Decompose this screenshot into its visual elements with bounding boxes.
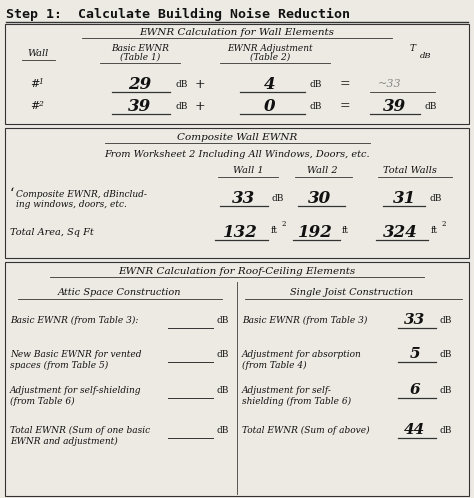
Text: 39: 39: [383, 98, 407, 115]
Text: dB: dB: [430, 194, 442, 203]
Text: (from Table 6): (from Table 6): [10, 396, 74, 405]
Text: Composite Wall EWNR: Composite Wall EWNR: [177, 132, 297, 141]
Text: 2: 2: [38, 100, 43, 108]
Text: Basic EWNR: Basic EWNR: [111, 43, 169, 52]
Text: Adjustment for absorption: Adjustment for absorption: [242, 350, 362, 359]
Text: shielding (from Table 6): shielding (from Table 6): [242, 396, 351, 405]
Text: +: +: [195, 78, 205, 91]
Text: 44: 44: [404, 423, 426, 437]
Text: Single Joist Construction: Single Joist Construction: [291, 287, 413, 296]
Text: ft: ft: [342, 226, 349, 235]
Text: Step 1:  Calculate Building Noise Reduction: Step 1: Calculate Building Noise Reducti…: [6, 7, 350, 20]
Text: spaces (from Table 5): spaces (from Table 5): [10, 361, 108, 370]
Text: Composite EWNR, dBinclud-: Composite EWNR, dBinclud-: [16, 190, 147, 199]
Text: ing windows, doors, etc.: ing windows, doors, etc.: [16, 200, 127, 209]
Text: EWNR and adjustment): EWNR and adjustment): [10, 436, 118, 446]
Text: dB: dB: [217, 385, 229, 394]
Text: #: #: [30, 79, 39, 89]
Text: Total Walls: Total Walls: [383, 165, 437, 174]
Text: Adjustment for self-shielding: Adjustment for self-shielding: [10, 385, 142, 394]
Text: dB: dB: [310, 102, 322, 111]
Text: dB: dB: [440, 350, 452, 359]
Text: 31: 31: [393, 190, 417, 207]
Text: 5: 5: [410, 347, 420, 361]
Text: ~33: ~33: [378, 79, 401, 89]
Text: 2: 2: [282, 220, 286, 228]
Text: dB: dB: [440, 385, 452, 394]
Text: 192: 192: [298, 224, 332, 241]
Text: 132: 132: [223, 224, 257, 241]
Text: Wall 1: Wall 1: [233, 165, 264, 174]
Text: (Table 1): (Table 1): [120, 52, 160, 61]
Text: Wall 2: Wall 2: [307, 165, 337, 174]
Text: 324: 324: [383, 224, 418, 241]
Text: 1: 1: [38, 78, 43, 86]
Text: Total EWNR (Sum of above): Total EWNR (Sum of above): [242, 425, 370, 435]
Text: =: =: [340, 78, 350, 91]
Text: Total Area, Sq Ft: Total Area, Sq Ft: [10, 228, 94, 237]
Text: From Worksheet 2 Including All Windows, Doors, etc.: From Worksheet 2 Including All Windows, …: [104, 149, 370, 158]
Text: dB: dB: [176, 80, 188, 89]
Text: 29: 29: [128, 76, 152, 93]
Text: Wall: Wall: [27, 48, 49, 57]
Text: 33: 33: [404, 313, 426, 327]
Text: EWNR Calculation for Roof-Ceiling Elements: EWNR Calculation for Roof-Ceiling Elemen…: [118, 266, 356, 275]
Text: #: #: [30, 101, 39, 111]
Text: dB: dB: [310, 80, 322, 89]
Text: Total EWNR (Sum of one basic: Total EWNR (Sum of one basic: [10, 425, 150, 435]
Text: ft: ft: [431, 226, 438, 235]
Text: dB: dB: [425, 102, 438, 111]
Text: dB: dB: [217, 350, 229, 359]
Text: dB: dB: [217, 425, 229, 434]
Text: 39: 39: [128, 98, 152, 115]
Bar: [5, 262, 469, 496]
Text: Attic Space Construction: Attic Space Construction: [58, 287, 182, 296]
Text: dB: dB: [440, 316, 452, 325]
Bar: [5, 128, 469, 258]
Text: dB: dB: [272, 194, 284, 203]
Bar: [5, 24, 469, 124]
Text: Basic EWNR (from Table 3):: Basic EWNR (from Table 3):: [10, 315, 138, 325]
Text: T: T: [410, 43, 416, 52]
Text: (Table 2): (Table 2): [250, 52, 290, 61]
Text: Adjustment for self-: Adjustment for self-: [242, 385, 332, 394]
Text: dB: dB: [176, 102, 188, 111]
Text: 4: 4: [264, 76, 276, 93]
Text: 2: 2: [442, 220, 447, 228]
Text: ‘: ‘: [10, 187, 14, 201]
Text: EWNR Calculation for Wall Elements: EWNR Calculation for Wall Elements: [139, 27, 335, 36]
Text: 33: 33: [232, 190, 255, 207]
Text: EWNR Adjustment: EWNR Adjustment: [227, 43, 313, 52]
Text: 0: 0: [264, 98, 276, 115]
Text: dB: dB: [420, 52, 431, 60]
Text: 30: 30: [309, 190, 332, 207]
Text: +: +: [195, 100, 205, 113]
Text: =: =: [340, 100, 350, 113]
Text: 6: 6: [410, 383, 420, 397]
Text: New Basic EWNR for vented: New Basic EWNR for vented: [10, 350, 142, 359]
Text: dB: dB: [440, 425, 452, 434]
Text: (from Table 4): (from Table 4): [242, 361, 307, 370]
Text: dB: dB: [217, 316, 229, 325]
Text: Basic EWNR (from Table 3): Basic EWNR (from Table 3): [242, 315, 367, 325]
Text: ft: ft: [271, 226, 278, 235]
